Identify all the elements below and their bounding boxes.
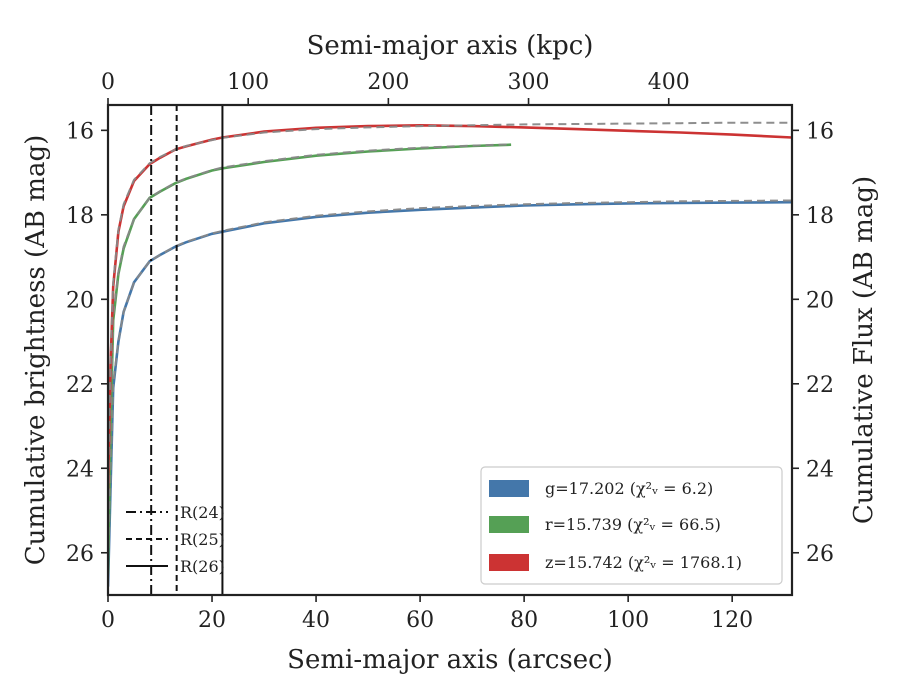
right-y-tick-label: 24 bbox=[806, 457, 834, 482]
right-y-tick-label: 18 bbox=[806, 204, 834, 229]
y-tick-label: 18 bbox=[66, 204, 94, 229]
legend-label-g: g=17.202 (χ²ᵥ = 6.2) bbox=[545, 479, 713, 498]
right-y-tick-label: 16 bbox=[806, 119, 834, 144]
x-axis-title: Semi-major axis (arcsec) bbox=[287, 645, 613, 675]
radius-legend: R(24) R(25) R(26) bbox=[126, 503, 225, 576]
y-tick-label: 16 bbox=[66, 119, 94, 144]
top-x-tick-label: 200 bbox=[367, 70, 409, 95]
plot-frame bbox=[106, 103, 794, 597]
x-tick-label: 40 bbox=[302, 608, 330, 633]
right-y-tick-label: 26 bbox=[806, 542, 834, 567]
right-y-tick-label: 22 bbox=[806, 373, 834, 398]
legend-swatch-r bbox=[489, 516, 529, 533]
y-axis-title: Cumulative brightness (AB mag) bbox=[21, 135, 51, 566]
x-tick-label: 0 bbox=[101, 608, 115, 633]
top-x-axis-title: Semi-major axis (kpc) bbox=[307, 31, 594, 61]
legend-swatch-g bbox=[489, 480, 529, 497]
y-tick-label: 20 bbox=[66, 288, 94, 313]
model-line-z bbox=[108, 121, 792, 481]
band-legend: g=17.202 (χ²ᵥ = 6.2) r=15.739 (χ²ᵥ = 66.… bbox=[480, 466, 783, 585]
series-line-z bbox=[108, 123, 792, 490]
top-x-tick-label: 300 bbox=[508, 70, 550, 95]
x-tick-label: 20 bbox=[198, 608, 226, 633]
x-tick-label: 100 bbox=[607, 608, 649, 633]
model-line-r bbox=[108, 143, 512, 562]
radius-lines bbox=[150, 105, 224, 595]
x-tick-label: 80 bbox=[510, 608, 538, 633]
top-x-tick-label: 400 bbox=[648, 70, 690, 95]
band-legend-box bbox=[480, 466, 783, 585]
right-y-axis-title: Cumulative Flux (AB mag) bbox=[849, 176, 879, 524]
radius-legend-label-r24: R(24) bbox=[180, 503, 225, 522]
legend-label-r: r=15.739 (χ²ᵥ = 66.5) bbox=[545, 515, 721, 534]
right-y-tick-label: 20 bbox=[806, 288, 834, 313]
y-tick-label: 24 bbox=[66, 457, 94, 482]
x-tick-label: 60 bbox=[406, 608, 434, 633]
y-tick-label: 26 bbox=[66, 542, 94, 567]
legend-swatch-z bbox=[489, 554, 529, 571]
x-tick-label: 120 bbox=[711, 608, 753, 633]
top-x-tick-label: 0 bbox=[101, 70, 115, 95]
radius-legend-label-r26: R(26) bbox=[180, 557, 225, 576]
radius-legend-label-r25: R(25) bbox=[180, 530, 225, 549]
model-line-g bbox=[108, 199, 792, 574]
ticks: 0 20 40 60 80 100 120 0 100 200 300 400 16 16 18 18 20 20… bbox=[66, 70, 834, 633]
y-tick-label: 22 bbox=[66, 373, 94, 398]
legend-label-z: z=15.742 (χ²ᵥ = 1768.1) bbox=[545, 553, 742, 572]
top-x-tick-label: 100 bbox=[227, 70, 269, 95]
